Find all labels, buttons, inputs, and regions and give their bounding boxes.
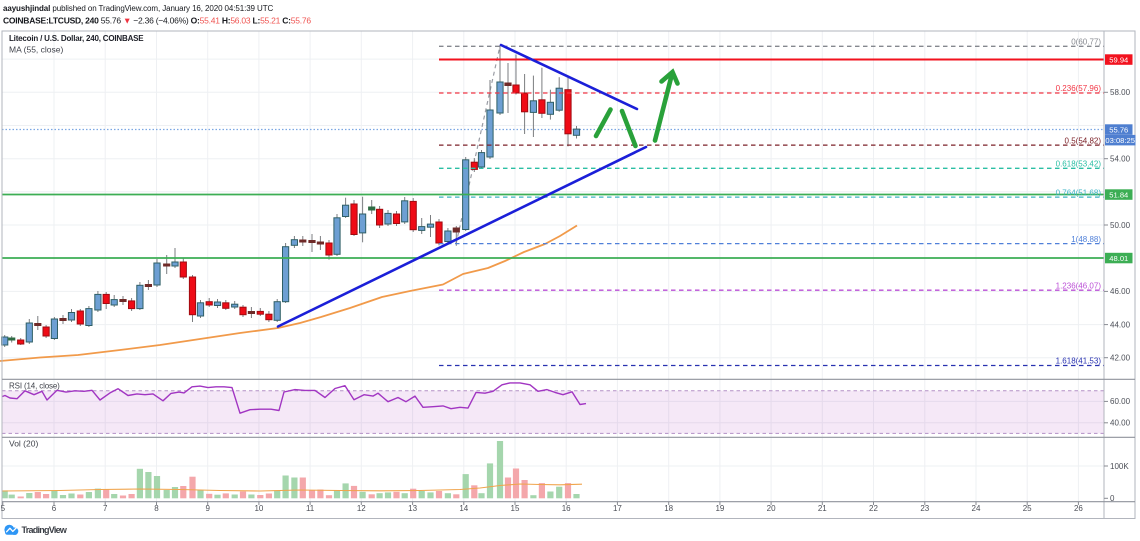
svg-text:22: 22 bbox=[869, 504, 878, 513]
svg-text:25: 25 bbox=[1023, 504, 1032, 513]
svg-text:RSI (14, close): RSI (14, close) bbox=[9, 382, 60, 391]
svg-text:aayushjindal published on Trad: aayushjindal published on TradingView.co… bbox=[3, 4, 273, 13]
svg-text:19: 19 bbox=[715, 504, 724, 513]
svg-text:15: 15 bbox=[511, 504, 520, 513]
svg-text:60.00: 60.00 bbox=[1110, 397, 1131, 406]
svg-text:58.00: 58.00 bbox=[1110, 88, 1131, 97]
svg-text:0.618(53.42): 0.618(53.42) bbox=[1056, 160, 1102, 169]
svg-text:42.00: 42.00 bbox=[1110, 354, 1131, 363]
svg-text:20: 20 bbox=[767, 504, 776, 513]
svg-text:7: 7 bbox=[103, 504, 108, 513]
svg-text:51.84: 51.84 bbox=[1109, 190, 1128, 199]
svg-text:10: 10 bbox=[254, 504, 263, 513]
svg-text:44.00: 44.00 bbox=[1110, 320, 1131, 329]
svg-text:Litecoin / U.S. Dollar, 240, C: Litecoin / U.S. Dollar, 240, COINBASE bbox=[9, 34, 144, 43]
svg-text:0.5(54.82): 0.5(54.82) bbox=[1065, 136, 1102, 145]
svg-text:MA (55, close): MA (55, close) bbox=[9, 45, 63, 55]
svg-text:0(60.77): 0(60.77) bbox=[1071, 38, 1101, 47]
svg-text:54.00: 54.00 bbox=[1110, 155, 1131, 164]
svg-text:11: 11 bbox=[306, 504, 315, 513]
svg-text:12: 12 bbox=[357, 504, 366, 513]
svg-text:COINBASE:LTCUSD, 240 55.76 ▼ −: COINBASE:LTCUSD, 240 55.76 ▼ −2.36 (−4.0… bbox=[3, 16, 311, 26]
svg-text:23: 23 bbox=[920, 504, 929, 513]
svg-text:17: 17 bbox=[613, 504, 622, 513]
svg-text:59.94: 59.94 bbox=[1109, 55, 1128, 64]
svg-text:46.00: 46.00 bbox=[1110, 287, 1131, 296]
svg-text:Vol (20): Vol (20) bbox=[9, 439, 38, 449]
svg-text:14: 14 bbox=[459, 504, 468, 513]
svg-text:TradingView: TradingView bbox=[22, 525, 68, 535]
svg-text:6: 6 bbox=[52, 504, 57, 513]
svg-text:5: 5 bbox=[1, 504, 6, 513]
svg-text:9: 9 bbox=[205, 504, 210, 513]
svg-text:26: 26 bbox=[1074, 504, 1083, 513]
svg-text:03:08:25: 03:08:25 bbox=[1105, 136, 1135, 145]
svg-text:1(48.88): 1(48.88) bbox=[1071, 235, 1101, 244]
svg-text:48.01: 48.01 bbox=[1109, 254, 1128, 263]
svg-text:13: 13 bbox=[408, 504, 417, 513]
svg-text:55.76: 55.76 bbox=[1109, 125, 1128, 134]
svg-text:21: 21 bbox=[818, 504, 827, 513]
svg-text:16: 16 bbox=[562, 504, 571, 513]
svg-text:24: 24 bbox=[972, 504, 981, 513]
svg-text:0: 0 bbox=[1110, 494, 1115, 503]
svg-text:40.00: 40.00 bbox=[1110, 419, 1131, 428]
svg-text:1.236(46.07): 1.236(46.07) bbox=[1056, 281, 1102, 290]
svg-text:1.618(41.53): 1.618(41.53) bbox=[1056, 357, 1102, 366]
svg-text:8: 8 bbox=[154, 504, 159, 513]
svg-text:18: 18 bbox=[664, 504, 673, 513]
svg-text:50.00: 50.00 bbox=[1110, 221, 1131, 230]
svg-text:100K: 100K bbox=[1110, 462, 1129, 471]
svg-text:0.764(51.68): 0.764(51.68) bbox=[1056, 188, 1102, 197]
svg-text:0.236(57.96): 0.236(57.96) bbox=[1056, 84, 1102, 93]
